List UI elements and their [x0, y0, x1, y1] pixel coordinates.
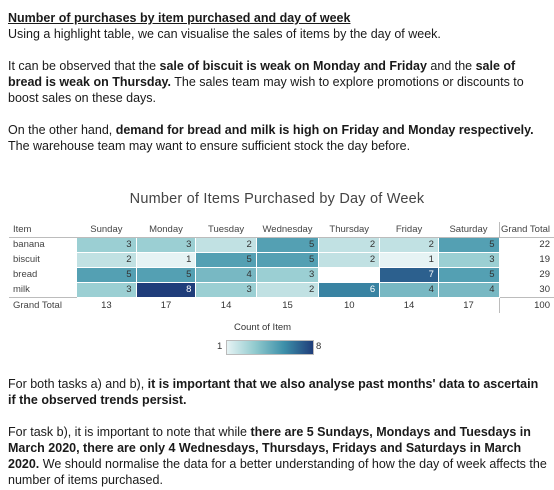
- cell-milk-tuesday: 3: [195, 282, 257, 298]
- bold-run: there are 5 Sundays, Mondays and Tuesday…: [8, 425, 531, 471]
- bold-run: sale of biscuit is weak on Monday and Fr…: [159, 59, 427, 73]
- cell-bread-monday: 5: [136, 267, 197, 283]
- legend-max-label: 8: [316, 341, 322, 352]
- column-total-monday: 17: [136, 297, 196, 313]
- cell-biscuit-wednesday: 5: [256, 252, 320, 268]
- cell-bread-sunday: 5: [76, 267, 137, 283]
- document-body-lower: For both tasks a) and b), it is importan…: [8, 376, 548, 488]
- cell-milk-wednesday: 2: [256, 282, 320, 298]
- cell-bread-thursday: [318, 267, 381, 283]
- paragraph-high-demand: On the other hand, demand for bread and …: [8, 122, 548, 154]
- cell-biscuit-sunday: 2: [76, 252, 137, 268]
- cell-banana-wednesday: 5: [256, 237, 320, 253]
- cell-milk-monday: 8: [136, 282, 197, 298]
- highlight-table: Item Sunday Monday Tuesday Wednesday Thursday…: [9, 222, 554, 313]
- row-total-bread: 29: [498, 267, 554, 283]
- cell-milk-saturday: 4: [438, 282, 500, 298]
- legend-min-label: 1: [217, 341, 223, 352]
- intro-text: Using a highlight table, we can visualis…: [8, 27, 441, 41]
- grand-total-label: Grand Total: [9, 297, 77, 313]
- text-run: The warehouse team may want to ensure su…: [8, 139, 411, 153]
- overall-total: 100: [498, 297, 554, 313]
- bold-run: demand for bread and milk is high on Fri…: [115, 123, 534, 137]
- column-total-saturday: 17: [438, 297, 500, 313]
- cell-milk-friday: 4: [379, 282, 439, 298]
- row-total-banana: 22: [498, 237, 554, 253]
- column-header-tuesday: Tuesday: [195, 222, 257, 238]
- cell-bread-friday: 7: [379, 267, 439, 283]
- column-total-sunday: 13: [76, 297, 137, 313]
- text-run: On the other hand,: [8, 123, 116, 137]
- cell-banana-monday: 3: [136, 237, 197, 253]
- column-total-wednesday: 15: [256, 297, 319, 313]
- text-run: For task b), it is important to note tha…: [8, 425, 251, 439]
- text-run: The sales team may wish to explore promo…: [8, 75, 524, 105]
- table-row: milk 3 8 3 2 6 4 4 30: [9, 282, 554, 298]
- text-run: It can be observed that the: [8, 59, 160, 73]
- column-header-monday: Monday: [136, 222, 196, 238]
- column-header-thursday: Thursday: [318, 222, 380, 238]
- column-total-thursday: 10: [318, 297, 380, 313]
- text-run: We should normalise the data for a bette…: [8, 457, 547, 487]
- row-label-banana: banana: [13, 239, 45, 251]
- cell-biscuit-tuesday: 5: [195, 252, 257, 268]
- row-total-milk: 30: [498, 282, 554, 298]
- column-header-saturday: Saturday: [438, 222, 500, 238]
- column-header-sunday: Sunday: [76, 222, 137, 238]
- text-run: and the: [426, 59, 476, 73]
- cell-banana-tuesday: 2: [195, 237, 257, 253]
- cell-banana-thursday: 2: [318, 237, 381, 253]
- column-total-tuesday: 14: [195, 297, 257, 313]
- cell-bread-wednesday: 3: [256, 267, 320, 283]
- cell-biscuit-friday: 1: [379, 252, 439, 268]
- paragraph-past-data: For both tasks a) and b), it is importan…: [8, 376, 548, 408]
- column-header-wednesday: Wednesday: [256, 222, 319, 238]
- cell-bread-tuesday: 4: [195, 267, 257, 283]
- table-row: banana 3 3 2 5 2 2 5 22: [9, 237, 554, 253]
- column-header-friday: Friday: [379, 222, 439, 238]
- cell-banana-friday: 2: [379, 237, 439, 253]
- row-label-milk: milk: [13, 283, 30, 295]
- cell-bread-saturday: 5: [438, 267, 500, 283]
- paragraph-normalise: For task b), it is important to note tha…: [8, 424, 548, 488]
- legend-color-ramp: [226, 340, 314, 355]
- document-body: Number of purchases by item purchased an…: [8, 10, 548, 154]
- section-heading: Number of purchases by item purchased an…: [8, 11, 351, 25]
- cell-biscuit-thursday: 2: [318, 252, 381, 268]
- paragraph-weak-sales: It can be observed that the sale of bisc…: [8, 58, 548, 106]
- row-label-biscuit: biscuit: [13, 254, 40, 265]
- row-header-label: Item: [9, 222, 77, 238]
- cell-milk-thursday: 6: [318, 282, 381, 298]
- legend-title: Count of Item: [234, 322, 292, 333]
- row-label-bread: bread: [13, 269, 38, 280]
- grand-total-row: Grand Total 13 17 14 15 10 14 17 100: [9, 297, 554, 313]
- table-row: biscuit 2 1 5 5 2 1 3 19: [9, 252, 554, 268]
- chart-title: Number of Items Purchased by Day of Week: [129, 191, 425, 207]
- table-header-row: Item Sunday Monday Tuesday Wednesday Thursday…: [9, 222, 554, 238]
- row-total-biscuit: 19: [498, 252, 554, 268]
- cell-biscuit-saturday: 3: [438, 252, 500, 268]
- table-row: bread 5 5 4 3 7 5 29: [9, 267, 554, 283]
- bold-run: it is important that we also analyse pas…: [8, 377, 539, 407]
- column-total-friday: 14: [379, 297, 439, 313]
- cell-banana-sunday: 3: [76, 237, 137, 253]
- bold-run: sale of bread is weak on Thursday.: [8, 59, 516, 89]
- cell-biscuit-monday: 1: [136, 252, 197, 268]
- cell-milk-sunday: 3: [76, 282, 137, 298]
- text-run: For both tasks a) and b),: [8, 377, 148, 391]
- column-header-grand-total: Grand Total: [498, 222, 554, 238]
- cell-banana-saturday: 5: [438, 237, 500, 253]
